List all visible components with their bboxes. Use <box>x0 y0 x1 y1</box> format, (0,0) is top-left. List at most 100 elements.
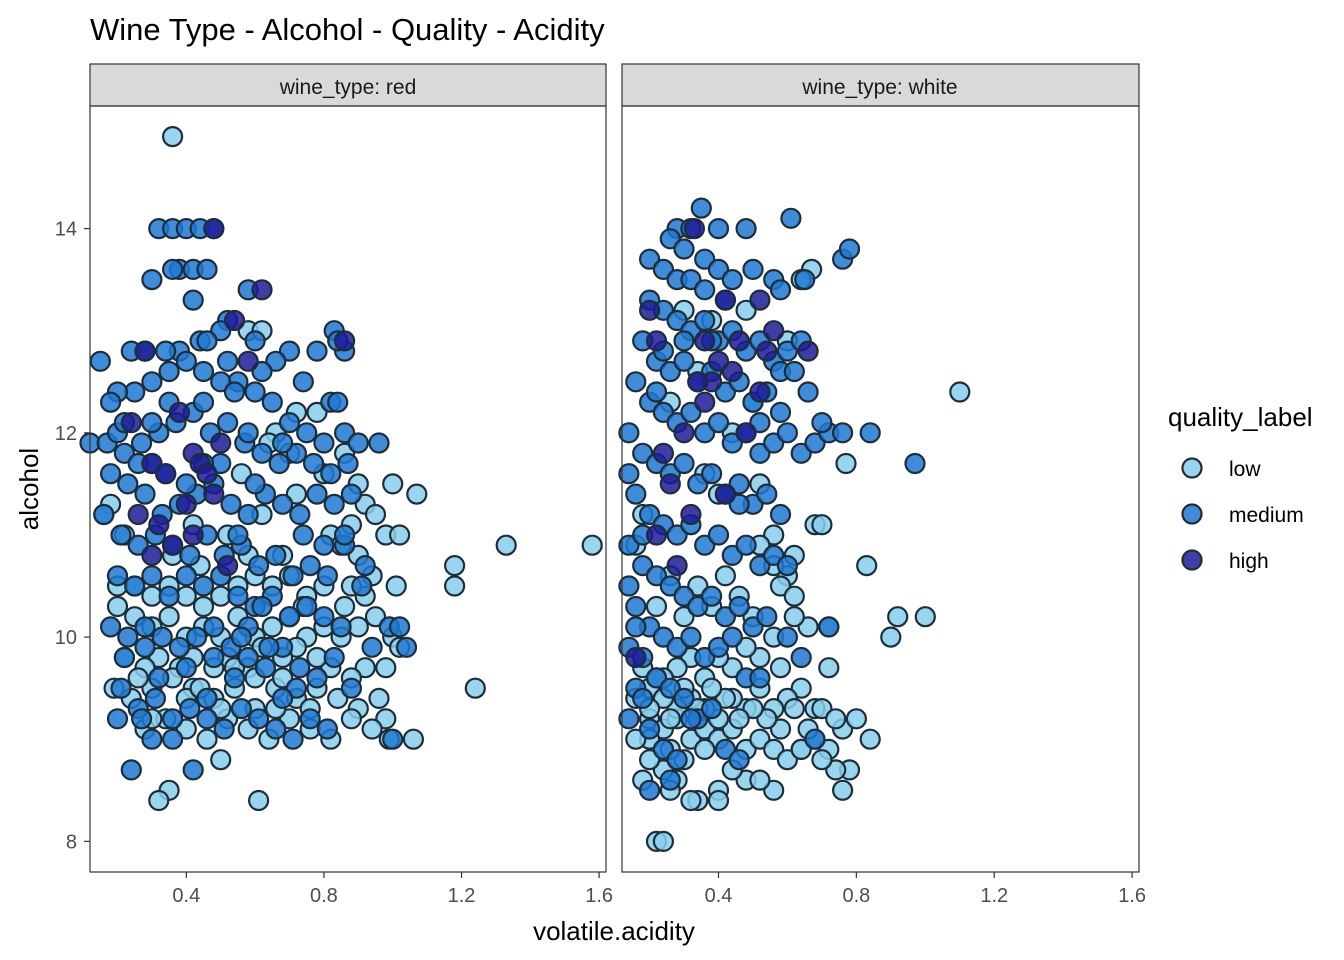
point-high <box>120 412 142 434</box>
point-low <box>700 677 723 699</box>
point-high <box>797 340 819 362</box>
point-medium <box>292 524 314 546</box>
point-medium <box>659 769 681 791</box>
point-low <box>272 667 294 689</box>
y-tick-label: 14 <box>55 219 77 241</box>
point-medium <box>179 544 201 567</box>
point-medium <box>141 371 163 393</box>
point-medium <box>282 728 304 750</box>
point-medium <box>196 687 218 710</box>
point-medium <box>313 432 335 454</box>
point-low <box>645 595 668 618</box>
point-low <box>406 483 428 505</box>
point-medium <box>303 452 325 475</box>
point-medium <box>673 452 695 475</box>
point-medium <box>237 422 259 444</box>
point-medium <box>700 585 723 607</box>
point-high <box>683 218 706 240</box>
y-tick-label: 10 <box>55 627 77 649</box>
point-medium <box>237 646 259 669</box>
point-high <box>666 554 688 577</box>
point-high <box>645 330 668 352</box>
point-high <box>251 279 273 301</box>
point-high <box>203 483 225 505</box>
point-medium <box>217 412 239 434</box>
point-medium <box>327 391 349 413</box>
point-medium <box>340 483 362 505</box>
point-medium <box>134 616 156 638</box>
x-tick-label: 0.4 <box>172 885 200 907</box>
point-medium <box>155 340 177 362</box>
point-medium <box>134 483 156 505</box>
point-low <box>375 657 397 679</box>
point-high <box>673 422 695 444</box>
point-medium <box>289 657 311 679</box>
point-high <box>645 524 668 546</box>
point-medium <box>389 616 411 638</box>
point-medium <box>254 657 276 679</box>
point-high <box>756 340 778 362</box>
point-medium <box>368 432 390 454</box>
point-high <box>694 391 716 413</box>
point-low <box>859 728 881 750</box>
point-high <box>148 514 170 536</box>
point-medium <box>141 269 163 291</box>
point-medium <box>707 218 730 240</box>
point-high <box>707 350 730 372</box>
y-axis-title: alcohol <box>14 448 44 530</box>
point-medium <box>351 575 373 597</box>
point-low <box>856 554 878 577</box>
point-low <box>162 126 184 148</box>
point-low <box>783 606 805 628</box>
point-low <box>749 769 771 791</box>
point-medium <box>296 422 318 444</box>
point-low <box>361 718 383 740</box>
point-medium <box>230 626 252 648</box>
point-medium <box>673 238 695 260</box>
point-medium <box>117 473 139 495</box>
point-medium <box>285 442 307 464</box>
point-medium <box>272 432 294 454</box>
point-medium <box>89 350 111 372</box>
point-medium <box>721 269 743 291</box>
point-medium <box>776 626 799 648</box>
point-medium <box>203 616 225 638</box>
point-medium <box>179 697 201 720</box>
facet-white: wine_type: white <box>618 63 1140 873</box>
x-tick-label: 0.8 <box>310 885 338 907</box>
point-medium <box>196 708 218 730</box>
legend-items: low medium high <box>1181 457 1304 573</box>
point-medium <box>182 289 204 311</box>
point-medium <box>790 442 812 464</box>
point-high <box>223 309 246 332</box>
point-medium <box>690 197 712 219</box>
point-medium <box>230 697 252 720</box>
point-medium <box>756 606 778 628</box>
point-low <box>638 749 661 771</box>
point-medium <box>251 595 273 618</box>
point-medium <box>361 636 383 658</box>
point-medium <box>769 503 792 526</box>
point-medium <box>687 595 709 618</box>
point-medium <box>316 565 338 587</box>
point-medium <box>313 606 335 628</box>
point-medium <box>625 616 647 638</box>
point-medium <box>162 728 184 750</box>
point-medium <box>278 412 301 434</box>
point-medium <box>93 503 115 526</box>
legend-label-low: low <box>1229 458 1261 481</box>
point-medium <box>272 493 294 515</box>
point-low <box>106 595 129 618</box>
point-low <box>196 728 218 750</box>
point-medium <box>99 391 122 413</box>
point-high <box>625 646 647 669</box>
point-medium <box>316 718 338 740</box>
point-medium <box>306 483 328 505</box>
point-medium <box>306 667 328 689</box>
point-medium <box>625 595 647 618</box>
point-medium <box>299 708 321 730</box>
point-low <box>949 381 971 403</box>
x-tick-label: 1.2 <box>448 885 476 907</box>
point-medium <box>227 524 249 546</box>
point-high <box>680 503 702 526</box>
